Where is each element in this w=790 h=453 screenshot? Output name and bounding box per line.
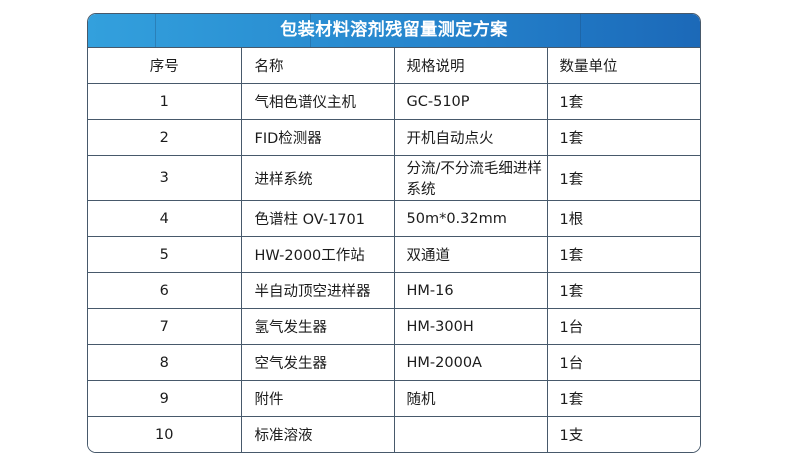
cell-name: FID检测器 [241,119,395,156]
table-row: 10 标准溶液 1支 [88,416,700,452]
cell-name: 进样系统 [241,155,395,201]
column-header-unit: 数量单位 [547,47,700,84]
cell-unit: 1套 [547,155,700,201]
cell-name: 空气发生器 [241,344,395,381]
column-header-name: 名称 [241,47,395,84]
cell-spec: 随机 [394,380,548,417]
cell-name: 氢气发生器 [241,308,395,345]
cell-spec: 50m*0.32mm [394,200,548,237]
cell-name: 附件 [241,380,395,417]
table-row: 1 气相色谱仪主机 GC-510P 1套 [88,83,700,120]
cell-no: 5 [88,236,242,273]
spec-table-container: 包装材料溶剂残留量测定方案 序号 名称 规格说明 数量单位 1 气相色谱仪主机 … [87,13,701,453]
table-title-cell: 包装材料溶剂残留量测定方案 [88,14,700,48]
cell-name: 色谱柱 OV-1701 [241,200,395,237]
cell-spec: 分流/不分流毛细进样系统 [394,155,548,201]
spec-table: 包装材料溶剂残留量测定方案 序号 名称 规格说明 数量单位 1 气相色谱仪主机 … [88,14,700,452]
cell-spec: 双通道 [394,236,548,273]
page-title: 包装材料溶剂残留量测定方案 [280,20,508,40]
cell-name: 气相色谱仪主机 [241,83,395,120]
cell-name: HW-2000工作站 [241,236,395,273]
cell-no: 9 [88,380,242,417]
table-row: 5 HW-2000工作站 双通道 1套 [88,236,700,273]
cell-unit: 1台 [547,308,700,345]
column-header-no: 序号 [88,47,242,84]
table-row: 7 氢气发生器 HM-300H 1台 [88,308,700,345]
cell-unit: 1套 [547,272,700,309]
cell-spec [394,416,548,452]
banner-divider-1 [155,14,156,47]
cell-spec: HM-300H [394,308,548,345]
cell-name: 标准溶液 [241,416,395,452]
spec-table-body: 包装材料溶剂残留量测定方案 序号 名称 规格说明 数量单位 1 气相色谱仪主机 … [88,14,700,452]
table-title-row: 包装材料溶剂残留量测定方案 [88,14,700,48]
cell-unit: 1套 [547,119,700,156]
banner-divider-3 [580,14,581,47]
cell-no: 6 [88,272,242,309]
cell-no: 4 [88,200,242,237]
cell-no: 2 [88,119,242,156]
cell-unit: 1根 [547,200,700,237]
cell-unit: 1套 [547,380,700,417]
cell-no: 1 [88,83,242,120]
cell-unit: 1支 [547,416,700,452]
cell-no: 3 [88,155,242,201]
table-row: 2 FID检测器 开机自动点火 1套 [88,119,700,156]
cell-unit: 1套 [547,83,700,120]
table-row: 4 色谱柱 OV-1701 50m*0.32mm 1根 [88,200,700,237]
cell-spec: HM-2000A [394,344,548,381]
cell-no: 7 [88,308,242,345]
cell-spec: 开机自动点火 [394,119,548,156]
cell-unit: 1台 [547,344,700,381]
table-row: 9 附件 随机 1套 [88,380,700,417]
banner-divider-2 [310,14,311,47]
cell-name: 半自动顶空进样器 [241,272,395,309]
page-root: 包装材料溶剂残留量测定方案 序号 名称 规格说明 数量单位 1 气相色谱仪主机 … [87,13,701,453]
table-row: 6 半自动顶空进样器 HM-16 1套 [88,272,700,309]
title-banner: 包装材料溶剂残留量测定方案 [88,14,700,47]
cell-no: 8 [88,344,242,381]
cell-unit: 1套 [547,236,700,273]
table-header-row: 序号 名称 规格说明 数量单位 [88,47,700,84]
cell-spec: GC-510P [394,83,548,120]
column-header-spec: 规格说明 [394,47,548,84]
table-row: 3 进样系统 分流/不分流毛细进样系统 1套 [88,155,700,201]
cell-no: 10 [88,416,242,452]
table-row: 8 空气发生器 HM-2000A 1台 [88,344,700,381]
cell-spec: HM-16 [394,272,548,309]
